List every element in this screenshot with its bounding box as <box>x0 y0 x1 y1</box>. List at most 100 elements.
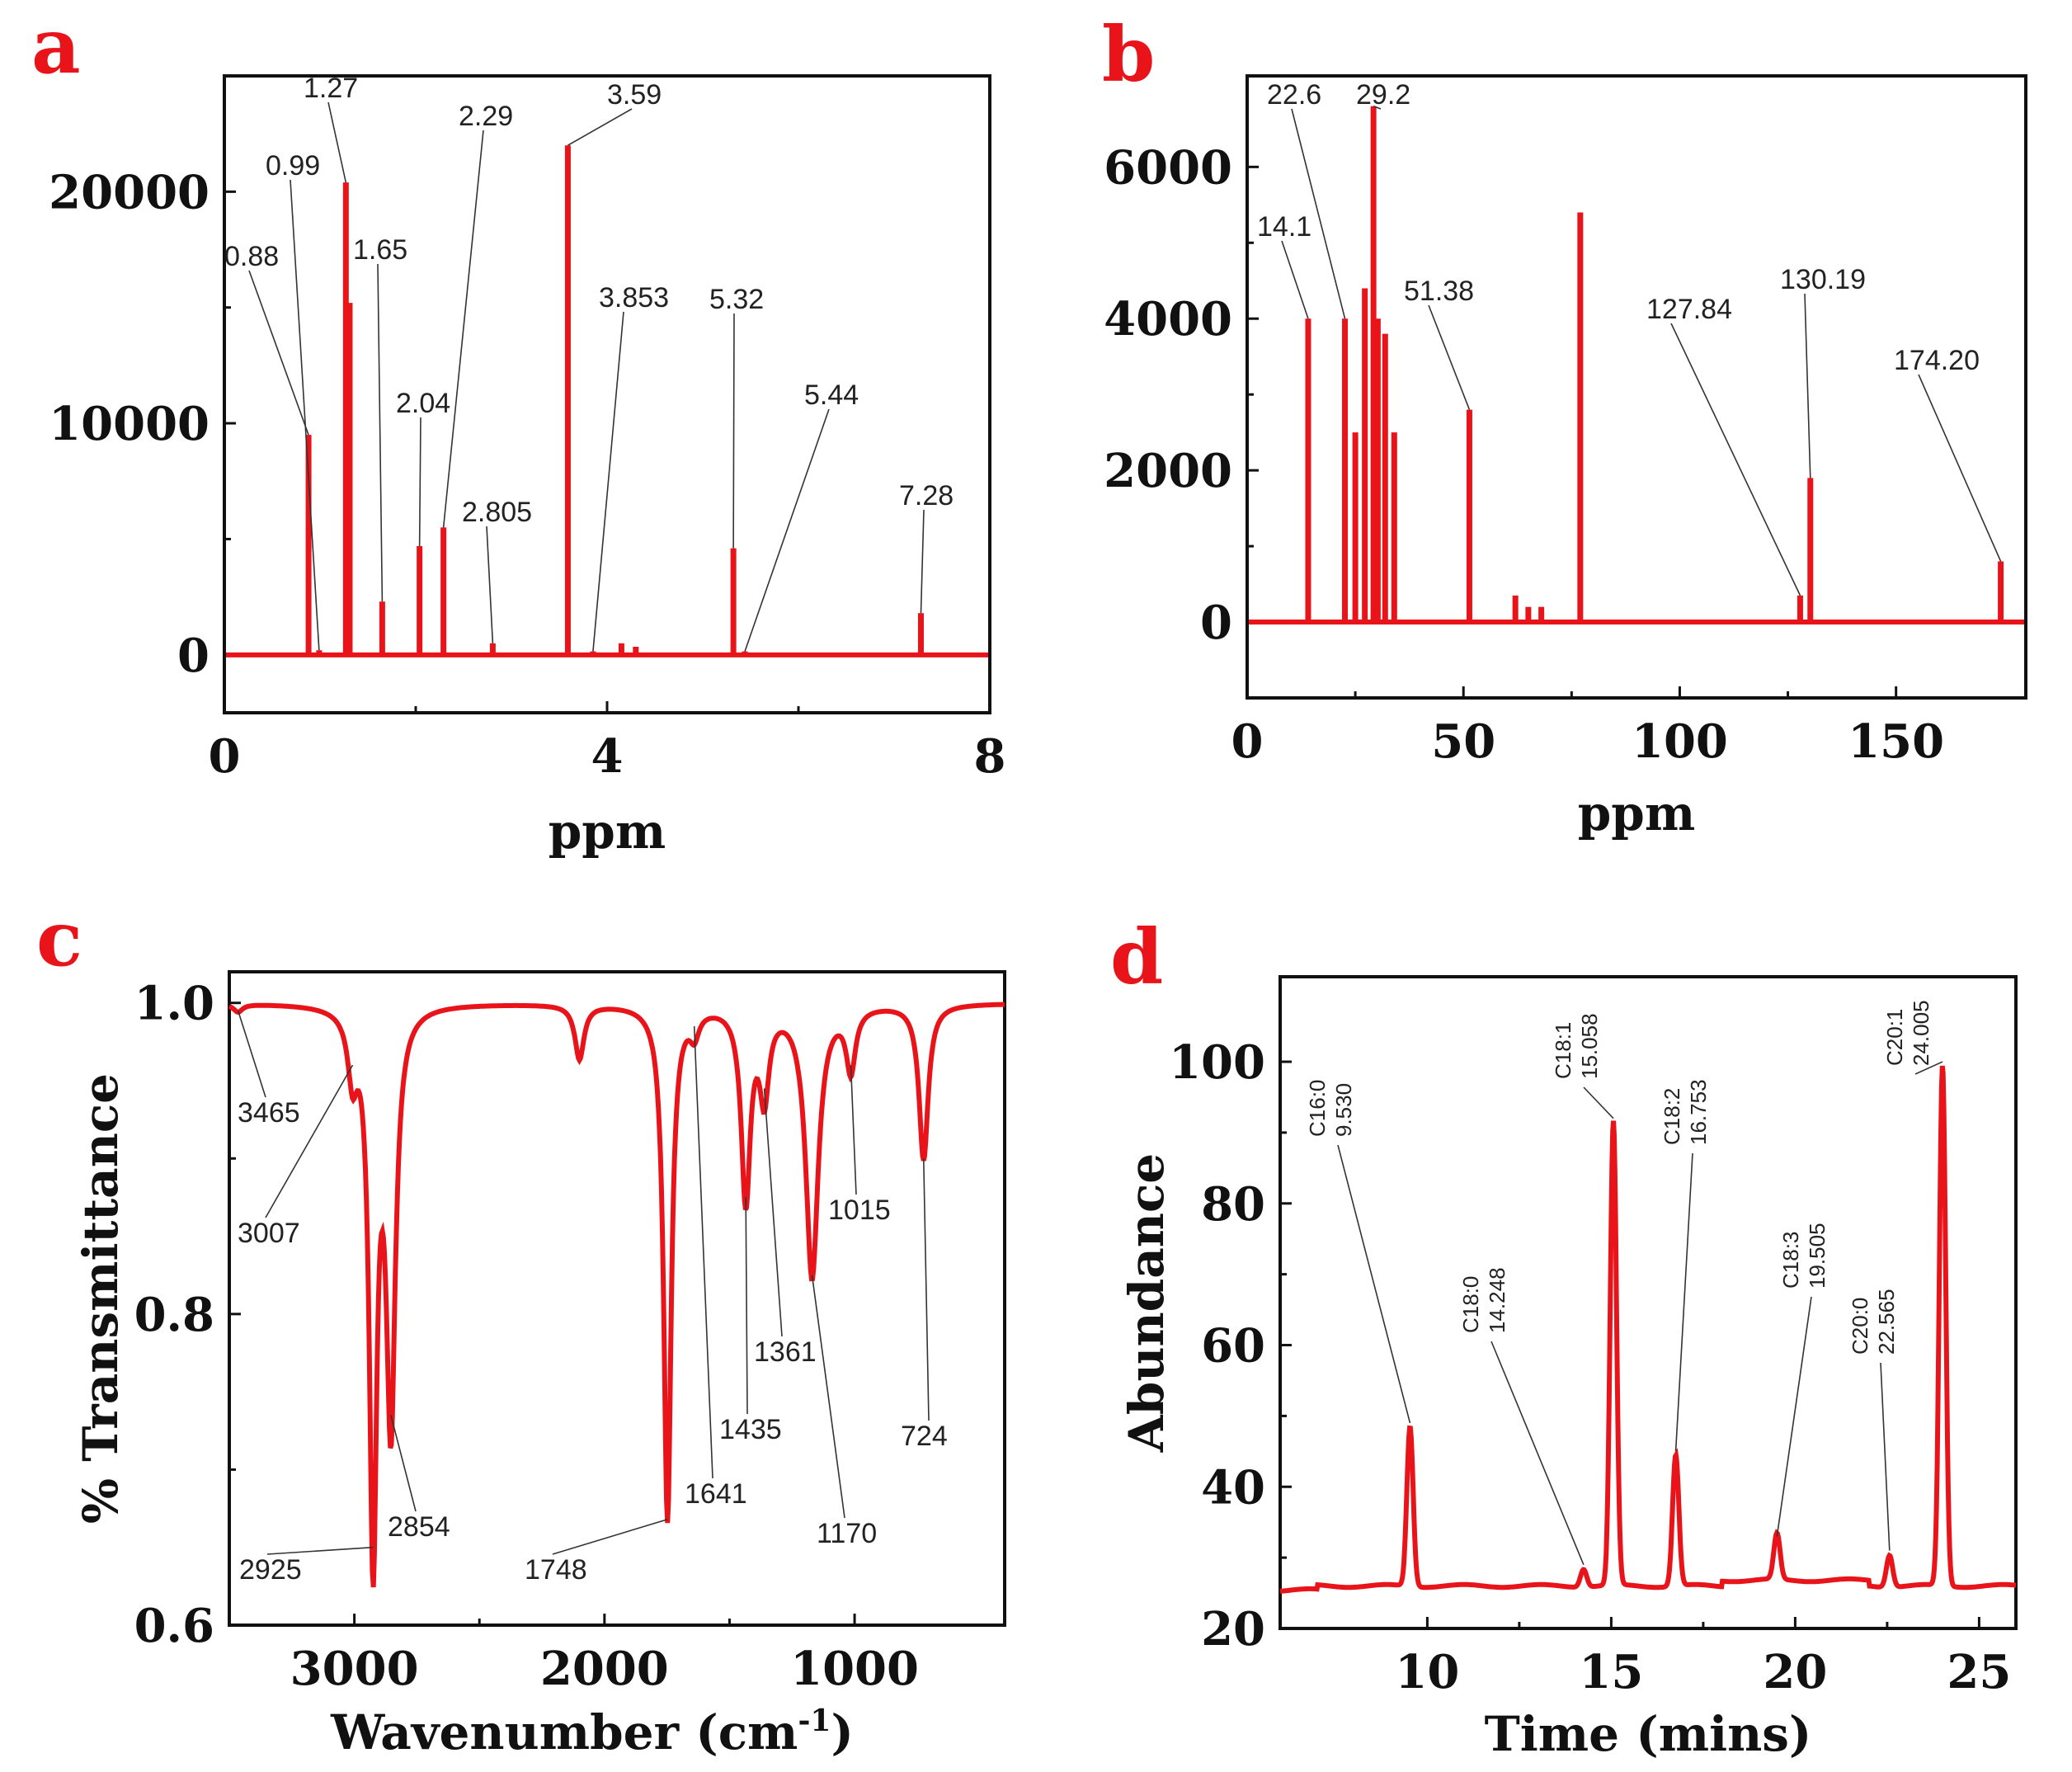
x-tick-label: 20 <box>1763 1645 1827 1699</box>
annotation-leader <box>1291 108 1346 319</box>
y-tick-label: 100 <box>1169 1035 1265 1090</box>
annotation-leader <box>290 179 320 651</box>
peak-annotation: 0.88 <box>224 241 279 272</box>
plot-frame <box>1246 74 2027 700</box>
annotation-leader <box>265 1064 354 1218</box>
annotation-leader <box>248 270 309 436</box>
annotation-leader <box>1918 374 2002 562</box>
peak-annotation-name: C18:0 <box>1458 1276 1483 1333</box>
y-tick-label: 6000 <box>1104 140 1232 195</box>
x-tick-label: 2000 <box>540 1642 669 1696</box>
peak-annotation: C20:0 22.565 <box>1848 1289 1899 1355</box>
x-tick-label: 1000 <box>790 1642 919 1696</box>
x-tick-label: 8 <box>974 729 1006 784</box>
annotation-leader <box>922 1158 930 1421</box>
peak-annotation: 2.805 <box>462 497 532 528</box>
panel-letter: c <box>36 894 82 983</box>
band-annotation: 1170 <box>817 1518 877 1549</box>
peak-annotation: 5.32 <box>709 284 764 315</box>
band-annotation: 1748 <box>525 1554 587 1586</box>
peak-annotation: 127.84 <box>1646 294 1732 325</box>
annotation-leader <box>1776 1296 1812 1537</box>
annotation-leader <box>1583 1086 1614 1119</box>
peak-annotation-name: C18:2 <box>1660 1088 1684 1145</box>
annotation-leader <box>1428 304 1471 410</box>
peak-annotation-name: C18:1 <box>1551 1022 1575 1079</box>
band-annotation: 1361 <box>754 1336 817 1368</box>
x-axis-title-suffix: ) <box>831 1704 853 1760</box>
x-axis-title-main: Wavenumber (cm <box>330 1704 798 1760</box>
annotation-leader <box>745 1197 748 1415</box>
annotation-leader <box>850 1065 857 1195</box>
spectrum-line <box>228 1001 1005 1588</box>
y-tick-label: 0.6 <box>134 1599 214 1653</box>
peak-annotation-time: 9.530 <box>1331 1083 1356 1137</box>
x-tick-label: 50 <box>1431 714 1495 769</box>
peak-annotation: 22.6 <box>1267 79 1321 111</box>
y-tick-label: 40 <box>1201 1460 1265 1515</box>
panel-letter: b <box>1102 10 1155 99</box>
peak-annotation-time: 16.753 <box>1686 1079 1711 1145</box>
peak-annotation: 1.27 <box>304 73 358 104</box>
annotation-leader <box>1674 1152 1693 1452</box>
annotation-leader <box>1914 1061 1943 1075</box>
annotation-leader <box>266 1546 374 1555</box>
peak-annotation: 3.853 <box>599 282 669 313</box>
annotation-leader <box>763 1088 783 1337</box>
plot-frame <box>223 74 991 714</box>
peak-annotation: C18:0 14.248 <box>1458 1267 1509 1333</box>
peak-annotation: 14.1 <box>1257 211 1311 243</box>
x-axis-title: ppm <box>1578 785 1695 841</box>
y-tick-label: 20000 <box>49 165 210 219</box>
band-annotation: 2854 <box>388 1511 450 1543</box>
annotation-leader <box>567 108 633 146</box>
annotation-leader <box>592 311 624 652</box>
y-tick-label: 20 <box>1201 1602 1265 1657</box>
panel-a: a 0 4 8 0 10000 20000 0.88 0.99 1.27 1.65 2.04 2.29 2… <box>31 2 1005 860</box>
x-tick-label: 15 <box>1579 1645 1643 1699</box>
y-tick-label: 80 <box>1201 1177 1265 1232</box>
annotation-leader <box>1804 293 1811 478</box>
x-tick-label: 0 <box>209 729 241 784</box>
y-tick-label: 0 <box>177 629 210 683</box>
y-tick-label: 10000 <box>49 397 210 451</box>
band-annotation: 1641 <box>685 1478 747 1510</box>
peak-annotation-time: 14.248 <box>1485 1267 1509 1333</box>
annotation-leader <box>418 417 421 546</box>
panel-letter: a <box>31 2 81 91</box>
peak-annotation: C16:0 9.530 <box>1305 1080 1356 1137</box>
x-axis-title: Time (mins) <box>1485 1706 1812 1762</box>
band-annotation: 1435 <box>719 1414 782 1445</box>
y-axis-title: % Transmittance <box>73 1073 129 1524</box>
annotation-leader <box>811 1275 845 1519</box>
peak-annotation-time: 22.565 <box>1874 1289 1899 1355</box>
peak-annotation: C18:3 19.505 <box>1778 1223 1829 1289</box>
chromatogram-line <box>1279 1065 2017 1594</box>
peak-annotation: 7.28 <box>899 480 954 511</box>
peak-annotation: C18:2 16.753 <box>1660 1079 1711 1145</box>
annotation-leader <box>237 1010 266 1098</box>
band-annotation: 724 <box>901 1421 948 1452</box>
y-tick-label: 0 <box>1200 596 1232 650</box>
annotation-leader <box>390 1415 417 1512</box>
peak-annotation: 2.04 <box>396 388 450 419</box>
annotation-leader <box>744 408 830 652</box>
annotation-leader <box>1373 106 1382 110</box>
peak-annotation: 51.38 <box>1404 276 1474 307</box>
annotation-leader <box>552 1519 668 1555</box>
peak-annotation-name: C18:3 <box>1778 1232 1803 1289</box>
annotation-leader <box>732 313 735 549</box>
peak-annotation: 1.65 <box>353 234 407 266</box>
x-axis-title: ppm <box>549 804 666 860</box>
peak-annotation-name: C20:0 <box>1848 1298 1872 1355</box>
x-tick-label: 0 <box>1231 714 1264 769</box>
peak-annotation-name: C20:1 <box>1882 1009 1907 1066</box>
panel-d: d 10 15 20 25 20 40 60 80 100 C16:0 9.530 C18:0 14.24… <box>1110 912 2018 1762</box>
annotation-leader <box>1281 240 1309 319</box>
band-annotation: 3465 <box>238 1097 300 1129</box>
peak-annotation-time: 24.005 <box>1909 1000 1933 1066</box>
peak-annotation-time: 19.505 <box>1805 1223 1829 1289</box>
annotation-leader <box>1880 1362 1891 1551</box>
peak-annotation: C18:1 15.058 <box>1551 1013 1602 1079</box>
plot-frame <box>228 970 1006 1627</box>
